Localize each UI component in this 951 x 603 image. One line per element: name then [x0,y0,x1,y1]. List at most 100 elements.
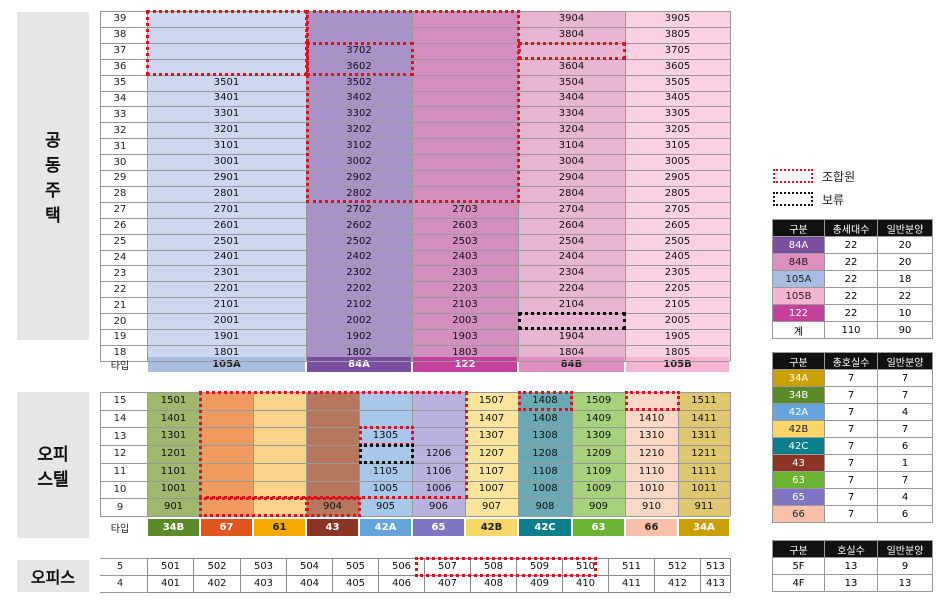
housing-unit-cell[interactable]: 2801 [213,187,240,199]
housing-unit-cell[interactable]: 3102 [346,140,372,152]
officetel-unit-cell[interactable]: 1308 [532,430,558,442]
housing-unit-cell[interactable]: 2304 [558,267,585,279]
housing-unit-cell[interactable]: 2305 [664,267,691,279]
officetel-unit-cell[interactable]: 1101 [160,465,187,477]
housing-unit-cell[interactable]: 1805 [664,346,691,358]
office-unit-cell[interactable]: 410 [562,575,609,593]
office-unit-cell[interactable]: 407 [424,575,471,593]
housing-unit-cell[interactable]: 3501 [213,76,240,88]
housing-unit-cell[interactable]: 2002 [346,315,372,327]
housing-unit-cell[interactable]: 3104 [558,140,585,152]
housing-unit-cell[interactable]: 2905 [664,171,691,183]
housing-unit-cell[interactable]: 1901 [213,330,240,342]
housing-unit-cell[interactable]: 2904 [558,171,585,183]
officetel-unit-cell[interactable]: 1309 [585,430,612,442]
housing-unit-cell[interactable]: 2203 [452,283,478,295]
housing-unit-cell[interactable]: 3301 [213,108,240,120]
housing-unit-cell[interactable]: 1804 [558,346,585,358]
housing-unit-cell[interactable]: 3402 [346,92,372,104]
housing-unit-cell[interactable]: 1801 [213,346,240,358]
officetel-unit-cell[interactable]: 1401 [160,412,187,424]
housing-unit-cell[interactable]: 2604 [558,219,585,231]
office-unit-cell[interactable]: 508 [470,558,517,576]
housing-unit-cell[interactable]: 2401 [213,251,240,263]
housing-unit-cell[interactable]: 3602 [346,60,372,72]
officetel-unit-cell[interactable]: 1209 [585,447,612,459]
office-unit-cell[interactable]: 411 [608,575,655,593]
housing-unit-cell[interactable]: 3605 [664,60,691,72]
officetel-unit-cell[interactable]: 1407 [478,412,505,424]
office-unit-cell[interactable]: 409 [516,575,563,593]
office-unit-cell[interactable]: 401 [147,575,194,593]
housing-unit-cell[interactable]: 2804 [558,187,585,199]
housing-unit-cell[interactable]: 2005 [664,315,691,327]
housing-unit-cell[interactable]: 3505 [664,76,691,88]
office-unit-cell[interactable]: 404 [286,575,333,593]
housing-unit-cell[interactable]: 3404 [558,92,585,104]
officetel-unit-cell[interactable]: 1010 [638,483,665,495]
housing-unit-cell[interactable]: 3201 [213,124,240,136]
housing-unit-cell[interactable]: 2303 [452,267,478,279]
officetel-unit-cell[interactable]: 1008 [532,483,558,495]
officetel-unit-cell[interactable]: 1311 [691,430,717,442]
office-unit-cell[interactable]: 503 [240,558,287,576]
housing-unit-cell[interactable]: 3405 [664,92,691,104]
housing-unit-cell[interactable]: 2103 [452,299,478,311]
housing-unit-cell[interactable]: 2705 [664,203,691,215]
officetel-unit-cell[interactable]: 1507 [478,394,505,406]
housing-unit-cell[interactable]: 1904 [558,330,585,342]
housing-unit-cell[interactable]: 2802 [346,187,372,199]
housing-unit-cell[interactable]: 1803 [452,346,478,358]
officetel-unit-cell[interactable]: 1007 [478,483,505,495]
housing-unit-cell[interactable]: 3304 [558,108,585,120]
officetel-unit-cell[interactable]: 1206 [425,447,452,459]
housing-unit-cell[interactable]: 3005 [664,156,691,168]
officetel-unit-cell[interactable]: 1107 [478,465,505,477]
officetel-unit-cell[interactable]: 1105 [372,465,399,477]
housing-unit-cell[interactable]: 2602 [346,219,372,231]
officetel-unit-cell[interactable]: 909 [588,501,609,513]
office-unit-cell[interactable]: 507 [424,558,471,576]
officetel-unit-cell[interactable]: 1307 [478,430,505,442]
housing-unit-cell[interactable]: 2902 [346,171,372,183]
housing-unit-cell[interactable]: 1903 [452,330,478,342]
housing-unit-cell[interactable]: 2003 [452,315,478,327]
officetel-unit-cell[interactable]: 908 [535,501,555,513]
officetel-unit-cell[interactable]: 901 [163,501,184,513]
officetel-unit-cell[interactable]: 1009 [585,483,612,495]
officetel-unit-cell[interactable]: 1501 [160,394,187,406]
housing-unit-cell[interactable]: 3002 [346,156,372,168]
office-unit-cell[interactable]: 413 [700,575,731,593]
office-unit-cell[interactable]: 405 [332,575,379,593]
housing-unit-cell[interactable]: 2105 [664,299,691,311]
housing-unit-cell[interactable]: 3805 [664,28,691,40]
officetel-unit-cell[interactable]: 1208 [532,447,558,459]
housing-unit-cell[interactable]: 2704 [558,203,585,215]
housing-unit-cell[interactable]: 2404 [558,251,585,263]
housing-unit-cell[interactable]: 2703 [452,203,478,215]
housing-unit-cell[interactable]: 3302 [346,108,372,120]
housing-unit-cell[interactable]: 2104 [558,299,585,311]
housing-unit-cell[interactable]: 2201 [213,283,240,295]
housing-unit-cell[interactable]: 2301 [213,267,240,279]
officetel-unit-cell[interactable]: 1006 [425,483,452,495]
housing-unit-cell[interactable]: 2403 [452,251,478,263]
officetel-unit-cell[interactable]: 1109 [585,465,612,477]
housing-unit-cell[interactable]: 1802 [346,346,372,358]
officetel-unit-cell[interactable]: 1108 [532,465,558,477]
officetel-unit-cell[interactable]: 1211 [691,447,717,459]
office-unit-cell[interactable]: 502 [193,558,241,576]
office-unit-cell[interactable]: 412 [654,575,701,593]
housing-unit-cell[interactable]: 3305 [664,108,691,120]
officetel-unit-cell[interactable]: 906 [428,501,449,513]
officetel-unit-cell[interactable]: 1201 [160,447,187,459]
officetel-unit-cell[interactable]: 1509 [585,394,612,406]
housing-unit-cell[interactable]: 2502 [346,235,372,247]
officetel-unit-cell[interactable]: 1301 [160,430,187,442]
housing-unit-cell[interactable]: 2205 [664,283,691,295]
housing-unit-cell[interactable]: 2503 [452,235,478,247]
housing-unit-cell[interactable]: 2702 [346,203,372,215]
housing-unit-cell[interactable]: 2204 [558,283,585,295]
housing-unit-cell[interactable]: 2805 [664,187,691,199]
housing-unit-cell[interactable]: 2601 [213,219,240,231]
